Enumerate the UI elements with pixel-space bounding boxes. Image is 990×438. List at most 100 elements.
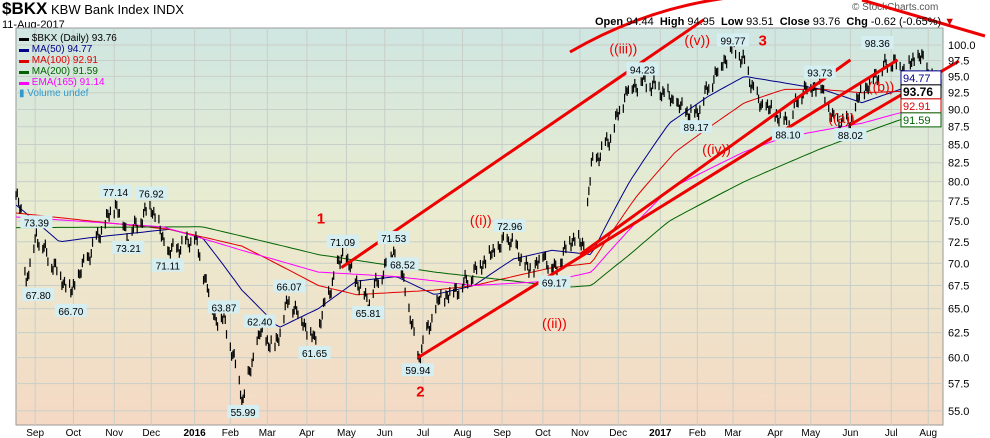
wave-label-group: ((ii)) bbox=[542, 315, 567, 331]
y-tick-label: 97.5 bbox=[948, 55, 969, 67]
price-label-group: 67.80 bbox=[22, 287, 55, 302]
price-label-box bbox=[377, 231, 410, 245]
price-label-group: 94.23 bbox=[626, 62, 659, 76]
price-label-box bbox=[626, 62, 659, 76]
price-label: 73.39 bbox=[24, 218, 49, 229]
ma-line-MA(100) bbox=[15, 88, 939, 296]
arc-trendline bbox=[569, 0, 724, 54]
x-tick-label: Feb bbox=[222, 428, 240, 438]
price-label: 94.23 bbox=[630, 65, 655, 76]
y-tick-label: 85.0 bbox=[948, 139, 969, 151]
price-label-group: 71.09 bbox=[326, 234, 359, 249]
last-value-group: 91.59 bbox=[900, 112, 942, 128]
price-label-group: 71.11 bbox=[151, 258, 184, 273]
y-tick-label: 70.0 bbox=[948, 258, 969, 270]
wave-label-group: ((iv)) bbox=[702, 141, 731, 157]
price-label-box bbox=[401, 363, 434, 377]
x-tick-label: Dec bbox=[142, 428, 160, 438]
last-value-label: 92.91 bbox=[903, 101, 931, 113]
price-label: 66.07 bbox=[277, 283, 302, 294]
legend-item: ▬ EMA(165) 91.14 bbox=[19, 77, 105, 88]
price-label-group: 77.14 bbox=[99, 184, 132, 199]
price-label: 69.17 bbox=[542, 279, 567, 290]
price-label-group: 55.99 bbox=[227, 404, 260, 419]
trendline bbox=[340, 18, 705, 269]
x-tick-label: Nov bbox=[571, 428, 589, 438]
y-tick-label: 90.0 bbox=[948, 104, 969, 116]
price-label-group: 98.36 bbox=[861, 36, 894, 50]
price-label-group: 65.81 bbox=[352, 306, 385, 320]
wave-label-group: ((i)) bbox=[470, 212, 492, 228]
price-label-box bbox=[803, 65, 836, 79]
wave-label: ((v)) bbox=[684, 32, 710, 48]
price-label: 98.36 bbox=[865, 39, 890, 50]
last-value-box bbox=[900, 112, 942, 128]
price-label-box bbox=[326, 234, 359, 248]
price-label: 73.21 bbox=[116, 244, 141, 255]
trendline bbox=[417, 58, 899, 359]
price-label-box bbox=[538, 275, 571, 289]
price-label-box bbox=[135, 186, 168, 200]
price-label: 55.99 bbox=[231, 408, 256, 419]
price-label-box bbox=[680, 120, 713, 134]
x-tick-label: Apr bbox=[767, 428, 783, 438]
price-label: 71.11 bbox=[156, 262, 181, 273]
price-label-group: 66.70 bbox=[54, 303, 87, 318]
last-value-label: 94.77 bbox=[903, 73, 931, 85]
y-tick-label: 82.5 bbox=[948, 158, 969, 170]
y-tick-label: 100.0 bbox=[948, 40, 976, 52]
price-label-group: 66.07 bbox=[273, 279, 306, 294]
legend-item: ▬ MA(50) 94.77 bbox=[19, 44, 93, 55]
wave-label-group: 2 bbox=[416, 384, 424, 401]
price-label-box bbox=[99, 184, 132, 198]
x-tick-label: Nov bbox=[105, 428, 123, 438]
y-tick-label: 77.5 bbox=[948, 196, 969, 208]
trendline bbox=[579, 58, 852, 256]
wave-label-group: ((v)) bbox=[684, 32, 710, 48]
y-tick-label: 67.5 bbox=[948, 281, 969, 293]
wave-label: ((a)) bbox=[828, 110, 854, 126]
y-tick-label: 55.0 bbox=[948, 406, 969, 418]
x-tick-label: Mar bbox=[259, 428, 277, 438]
x-tick-label: Sep bbox=[493, 428, 511, 438]
wave-label: ((i)) bbox=[470, 212, 492, 228]
price-label-box bbox=[243, 314, 276, 328]
ma-line-MA(200) bbox=[16, 99, 939, 288]
price-label: 99.77 bbox=[721, 36, 746, 47]
price-label: 77.14 bbox=[103, 188, 128, 199]
wave-label-group: ((iii)) bbox=[609, 40, 637, 56]
y-tick-label: 80.0 bbox=[948, 177, 969, 189]
price-label: 89.17 bbox=[684, 123, 709, 134]
x-tick-label: May bbox=[801, 428, 820, 438]
x-tick-label: Aug bbox=[919, 428, 937, 438]
price-label: 61.65 bbox=[302, 349, 327, 360]
price-label-box bbox=[386, 257, 419, 271]
legend-item: ▬ MA(200) 91.59 bbox=[19, 66, 98, 77]
wave-label-group: ((b)) bbox=[868, 78, 894, 94]
price-label-group: 99.77 bbox=[717, 33, 750, 47]
price-label-box bbox=[298, 346, 331, 360]
price-label: 59.94 bbox=[405, 366, 430, 377]
last-value-group: 92.91 bbox=[900, 98, 942, 114]
last-value-group: 93.76 bbox=[900, 84, 942, 100]
wave-label: 2 bbox=[416, 384, 424, 401]
price-label-group: 76.92 bbox=[135, 186, 168, 201]
x-tick-label: Dec bbox=[609, 428, 627, 438]
price-label-box bbox=[493, 218, 526, 232]
price-label-box bbox=[352, 306, 385, 320]
y-tick-label: 95.0 bbox=[948, 71, 969, 83]
wave-label-group: 3 bbox=[758, 32, 766, 49]
last-value-label: 93.76 bbox=[903, 85, 933, 99]
price-label: 88.02 bbox=[838, 131, 863, 142]
last-value-group: 94.77 bbox=[900, 70, 942, 86]
price-label-box bbox=[861, 36, 894, 50]
price-label-box bbox=[54, 303, 87, 317]
x-tick-label: May bbox=[337, 428, 356, 438]
price-label: 67.80 bbox=[26, 291, 51, 302]
price-label-group: 93.73 bbox=[803, 65, 836, 80]
price-label-group: 63.87 bbox=[207, 300, 240, 314]
x-tick-label: Feb bbox=[689, 428, 707, 438]
price-label-group: 73.21 bbox=[112, 240, 145, 255]
